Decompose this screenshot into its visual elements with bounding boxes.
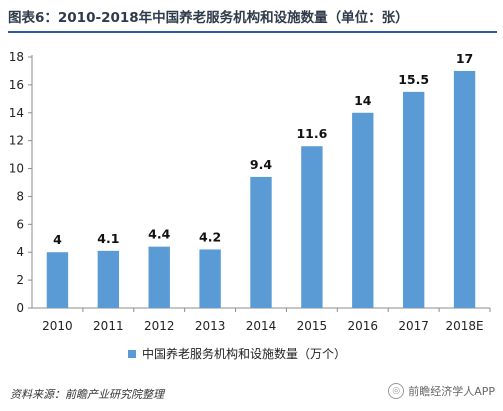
bar bbox=[352, 112, 374, 309]
data-label: 4.4 bbox=[148, 227, 170, 242]
data-label: 15.5 bbox=[398, 72, 429, 87]
legend-label: 中国养老服务机构和设施数量（万个） bbox=[142, 347, 347, 361]
chart-y-ticks: 0 2 4 6 8 10 12 14 16 18 bbox=[9, 50, 32, 315]
chart-legend: 中国养老服务机构和设施数量（万个） bbox=[128, 345, 346, 362]
bar bbox=[402, 91, 425, 308]
brand-name: 前瞻经济学人APP bbox=[408, 385, 495, 398]
data-label: 17 bbox=[456, 51, 473, 66]
data-label: 4.2 bbox=[199, 229, 221, 244]
x-tick-label: 2013 bbox=[195, 319, 226, 333]
x-tick-label: 2015 bbox=[297, 319, 328, 333]
y-tick-label: 16 bbox=[9, 78, 24, 92]
bar bbox=[46, 252, 69, 308]
bar bbox=[148, 246, 170, 308]
chart-data-labels: 4 4.1 4.4 4.2 9.4 11.6 14 15.5 17 bbox=[53, 51, 473, 247]
y-tick-label: 4 bbox=[16, 245, 24, 259]
data-label: 14 bbox=[354, 93, 372, 108]
chart-title: 图表6：2010-2018年中国养老服务机构和设施数量（单位：张） bbox=[8, 10, 409, 26]
bar bbox=[453, 70, 476, 308]
x-tick-label: 2010 bbox=[42, 319, 73, 333]
y-tick-label: 18 bbox=[9, 50, 24, 64]
brand-logo-icon: ◎ bbox=[388, 383, 405, 399]
x-tick-label: 2014 bbox=[246, 319, 277, 333]
data-label: 11.6 bbox=[296, 126, 327, 141]
x-tick-label: 2012 bbox=[144, 319, 175, 333]
source-note: 资料来源：前瞻产业研究院整理 bbox=[10, 388, 164, 401]
y-tick-label: 8 bbox=[16, 189, 24, 203]
y-tick-label: 0 bbox=[16, 301, 24, 315]
title-underline bbox=[8, 31, 497, 33]
bar bbox=[250, 176, 272, 308]
y-tick-label: 12 bbox=[9, 134, 24, 148]
x-tick-label: 2018E bbox=[445, 319, 483, 333]
bar bbox=[301, 146, 323, 308]
brand-watermark: ◎ 前瞻经济学人APP bbox=[388, 383, 495, 399]
y-tick-label: 10 bbox=[9, 162, 24, 176]
y-tick-label: 14 bbox=[9, 106, 24, 120]
y-tick-label: 2 bbox=[16, 273, 24, 287]
chart-bars bbox=[46, 70, 476, 309]
x-tick-label: 2016 bbox=[348, 319, 379, 333]
data-label: 4.1 bbox=[97, 231, 119, 246]
x-tick-label: 2017 bbox=[398, 319, 429, 333]
legend-swatch bbox=[128, 349, 136, 358]
data-label: 9.4 bbox=[250, 157, 272, 172]
y-tick-label: 6 bbox=[16, 217, 24, 231]
data-label: 4 bbox=[53, 232, 62, 247]
x-tick-label: 2011 bbox=[93, 319, 124, 333]
chart-x-ticks: 2010 2011 2012 2013 2014 2015 2016 2017 2018E bbox=[42, 308, 491, 333]
bar bbox=[97, 250, 120, 308]
bar bbox=[199, 249, 221, 308]
